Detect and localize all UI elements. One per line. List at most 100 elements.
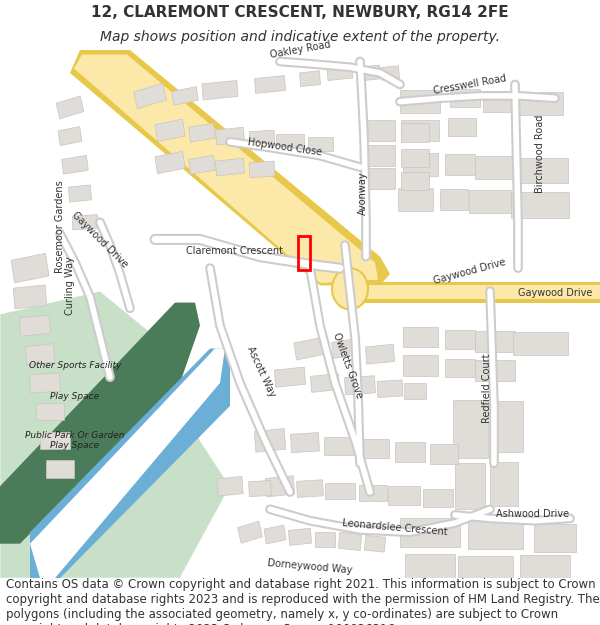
- FancyBboxPatch shape: [217, 476, 243, 496]
- FancyBboxPatch shape: [264, 525, 286, 544]
- FancyBboxPatch shape: [469, 190, 511, 213]
- FancyBboxPatch shape: [403, 356, 437, 376]
- FancyBboxPatch shape: [467, 520, 523, 549]
- Text: Public Park Or Garden
Play Space: Public Park Or Garden Play Space: [25, 431, 125, 450]
- Text: Avonway: Avonway: [358, 172, 368, 216]
- FancyBboxPatch shape: [398, 188, 433, 211]
- FancyBboxPatch shape: [202, 81, 238, 100]
- FancyBboxPatch shape: [365, 344, 395, 364]
- Polygon shape: [30, 349, 225, 578]
- FancyBboxPatch shape: [403, 153, 437, 176]
- FancyBboxPatch shape: [249, 130, 275, 147]
- FancyBboxPatch shape: [289, 528, 311, 546]
- FancyBboxPatch shape: [475, 331, 515, 352]
- FancyBboxPatch shape: [189, 123, 215, 142]
- Text: Rosemoor Gardens: Rosemoor Gardens: [55, 181, 65, 273]
- FancyBboxPatch shape: [512, 332, 568, 356]
- FancyBboxPatch shape: [56, 96, 84, 119]
- FancyBboxPatch shape: [401, 172, 429, 190]
- Text: Play Space: Play Space: [50, 392, 100, 401]
- FancyBboxPatch shape: [308, 138, 332, 151]
- FancyBboxPatch shape: [310, 374, 340, 392]
- FancyBboxPatch shape: [430, 444, 458, 464]
- Text: Contains OS data © Crown copyright and database right 2021. This information is : Contains OS data © Crown copyright and d…: [6, 578, 600, 625]
- Circle shape: [332, 268, 368, 309]
- FancyBboxPatch shape: [445, 359, 475, 378]
- FancyBboxPatch shape: [445, 154, 475, 175]
- FancyBboxPatch shape: [512, 158, 568, 183]
- Bar: [298, 236, 310, 271]
- FancyBboxPatch shape: [46, 461, 74, 478]
- FancyBboxPatch shape: [490, 462, 518, 506]
- Text: Gaywood Drive: Gaywood Drive: [518, 288, 592, 298]
- FancyBboxPatch shape: [365, 120, 395, 141]
- Text: Redfield Court: Redfield Court: [482, 354, 492, 424]
- FancyBboxPatch shape: [377, 380, 403, 398]
- Text: Other Sports Facility: Other Sports Facility: [29, 361, 121, 370]
- FancyBboxPatch shape: [325, 483, 355, 499]
- FancyBboxPatch shape: [249, 161, 275, 177]
- FancyBboxPatch shape: [238, 521, 262, 543]
- FancyBboxPatch shape: [296, 480, 323, 498]
- FancyBboxPatch shape: [403, 327, 437, 348]
- Polygon shape: [30, 349, 230, 578]
- FancyBboxPatch shape: [332, 339, 358, 359]
- FancyBboxPatch shape: [365, 168, 395, 189]
- FancyBboxPatch shape: [276, 134, 304, 149]
- Text: Curling Way: Curling Way: [65, 256, 75, 315]
- FancyBboxPatch shape: [274, 367, 305, 388]
- FancyBboxPatch shape: [215, 158, 245, 176]
- FancyBboxPatch shape: [327, 66, 353, 81]
- Text: Cresswell Road: Cresswell Road: [433, 73, 507, 96]
- FancyBboxPatch shape: [380, 66, 400, 80]
- Text: 12, CLAREMONT CRESCENT, NEWBURY, RG14 2FE: 12, CLAREMONT CRESCENT, NEWBURY, RG14 2F…: [91, 5, 509, 20]
- FancyBboxPatch shape: [248, 481, 271, 497]
- FancyBboxPatch shape: [25, 344, 55, 365]
- Text: Birchwood Road: Birchwood Road: [535, 114, 545, 192]
- Text: Leonardslee Crescent: Leonardslee Crescent: [342, 518, 448, 538]
- Polygon shape: [352, 286, 600, 299]
- FancyBboxPatch shape: [423, 489, 453, 507]
- FancyBboxPatch shape: [11, 253, 49, 283]
- FancyBboxPatch shape: [475, 156, 515, 179]
- Text: Gaywood Drive: Gaywood Drive: [70, 209, 130, 269]
- FancyBboxPatch shape: [19, 315, 50, 336]
- Text: Ascott Way: Ascott Way: [245, 344, 277, 398]
- Text: Ashwood Drive: Ashwood Drive: [496, 509, 569, 519]
- FancyBboxPatch shape: [517, 92, 563, 116]
- FancyBboxPatch shape: [29, 373, 61, 393]
- FancyBboxPatch shape: [400, 90, 440, 113]
- Polygon shape: [0, 302, 200, 544]
- FancyBboxPatch shape: [36, 403, 64, 420]
- FancyBboxPatch shape: [189, 156, 215, 174]
- FancyBboxPatch shape: [405, 554, 455, 579]
- FancyBboxPatch shape: [290, 432, 319, 452]
- FancyBboxPatch shape: [359, 65, 380, 81]
- FancyBboxPatch shape: [265, 476, 295, 497]
- FancyBboxPatch shape: [448, 118, 476, 136]
- Text: Hopwood Close: Hopwood Close: [247, 138, 323, 158]
- FancyBboxPatch shape: [534, 524, 576, 552]
- FancyBboxPatch shape: [445, 330, 475, 349]
- FancyBboxPatch shape: [254, 429, 286, 452]
- FancyBboxPatch shape: [404, 383, 426, 399]
- Polygon shape: [70, 50, 390, 286]
- Text: Gaywood Drive: Gaywood Drive: [433, 257, 507, 286]
- Polygon shape: [350, 282, 600, 302]
- FancyBboxPatch shape: [482, 91, 517, 112]
- FancyBboxPatch shape: [520, 555, 570, 578]
- FancyBboxPatch shape: [40, 432, 70, 449]
- FancyBboxPatch shape: [68, 185, 92, 202]
- FancyBboxPatch shape: [401, 149, 429, 167]
- FancyBboxPatch shape: [254, 76, 286, 93]
- FancyBboxPatch shape: [388, 486, 420, 504]
- FancyBboxPatch shape: [401, 120, 439, 141]
- FancyBboxPatch shape: [493, 401, 523, 452]
- FancyBboxPatch shape: [294, 337, 326, 360]
- FancyBboxPatch shape: [13, 285, 47, 309]
- FancyBboxPatch shape: [452, 400, 487, 458]
- FancyBboxPatch shape: [400, 518, 460, 546]
- FancyBboxPatch shape: [455, 463, 485, 509]
- FancyBboxPatch shape: [344, 376, 376, 395]
- FancyBboxPatch shape: [299, 71, 320, 87]
